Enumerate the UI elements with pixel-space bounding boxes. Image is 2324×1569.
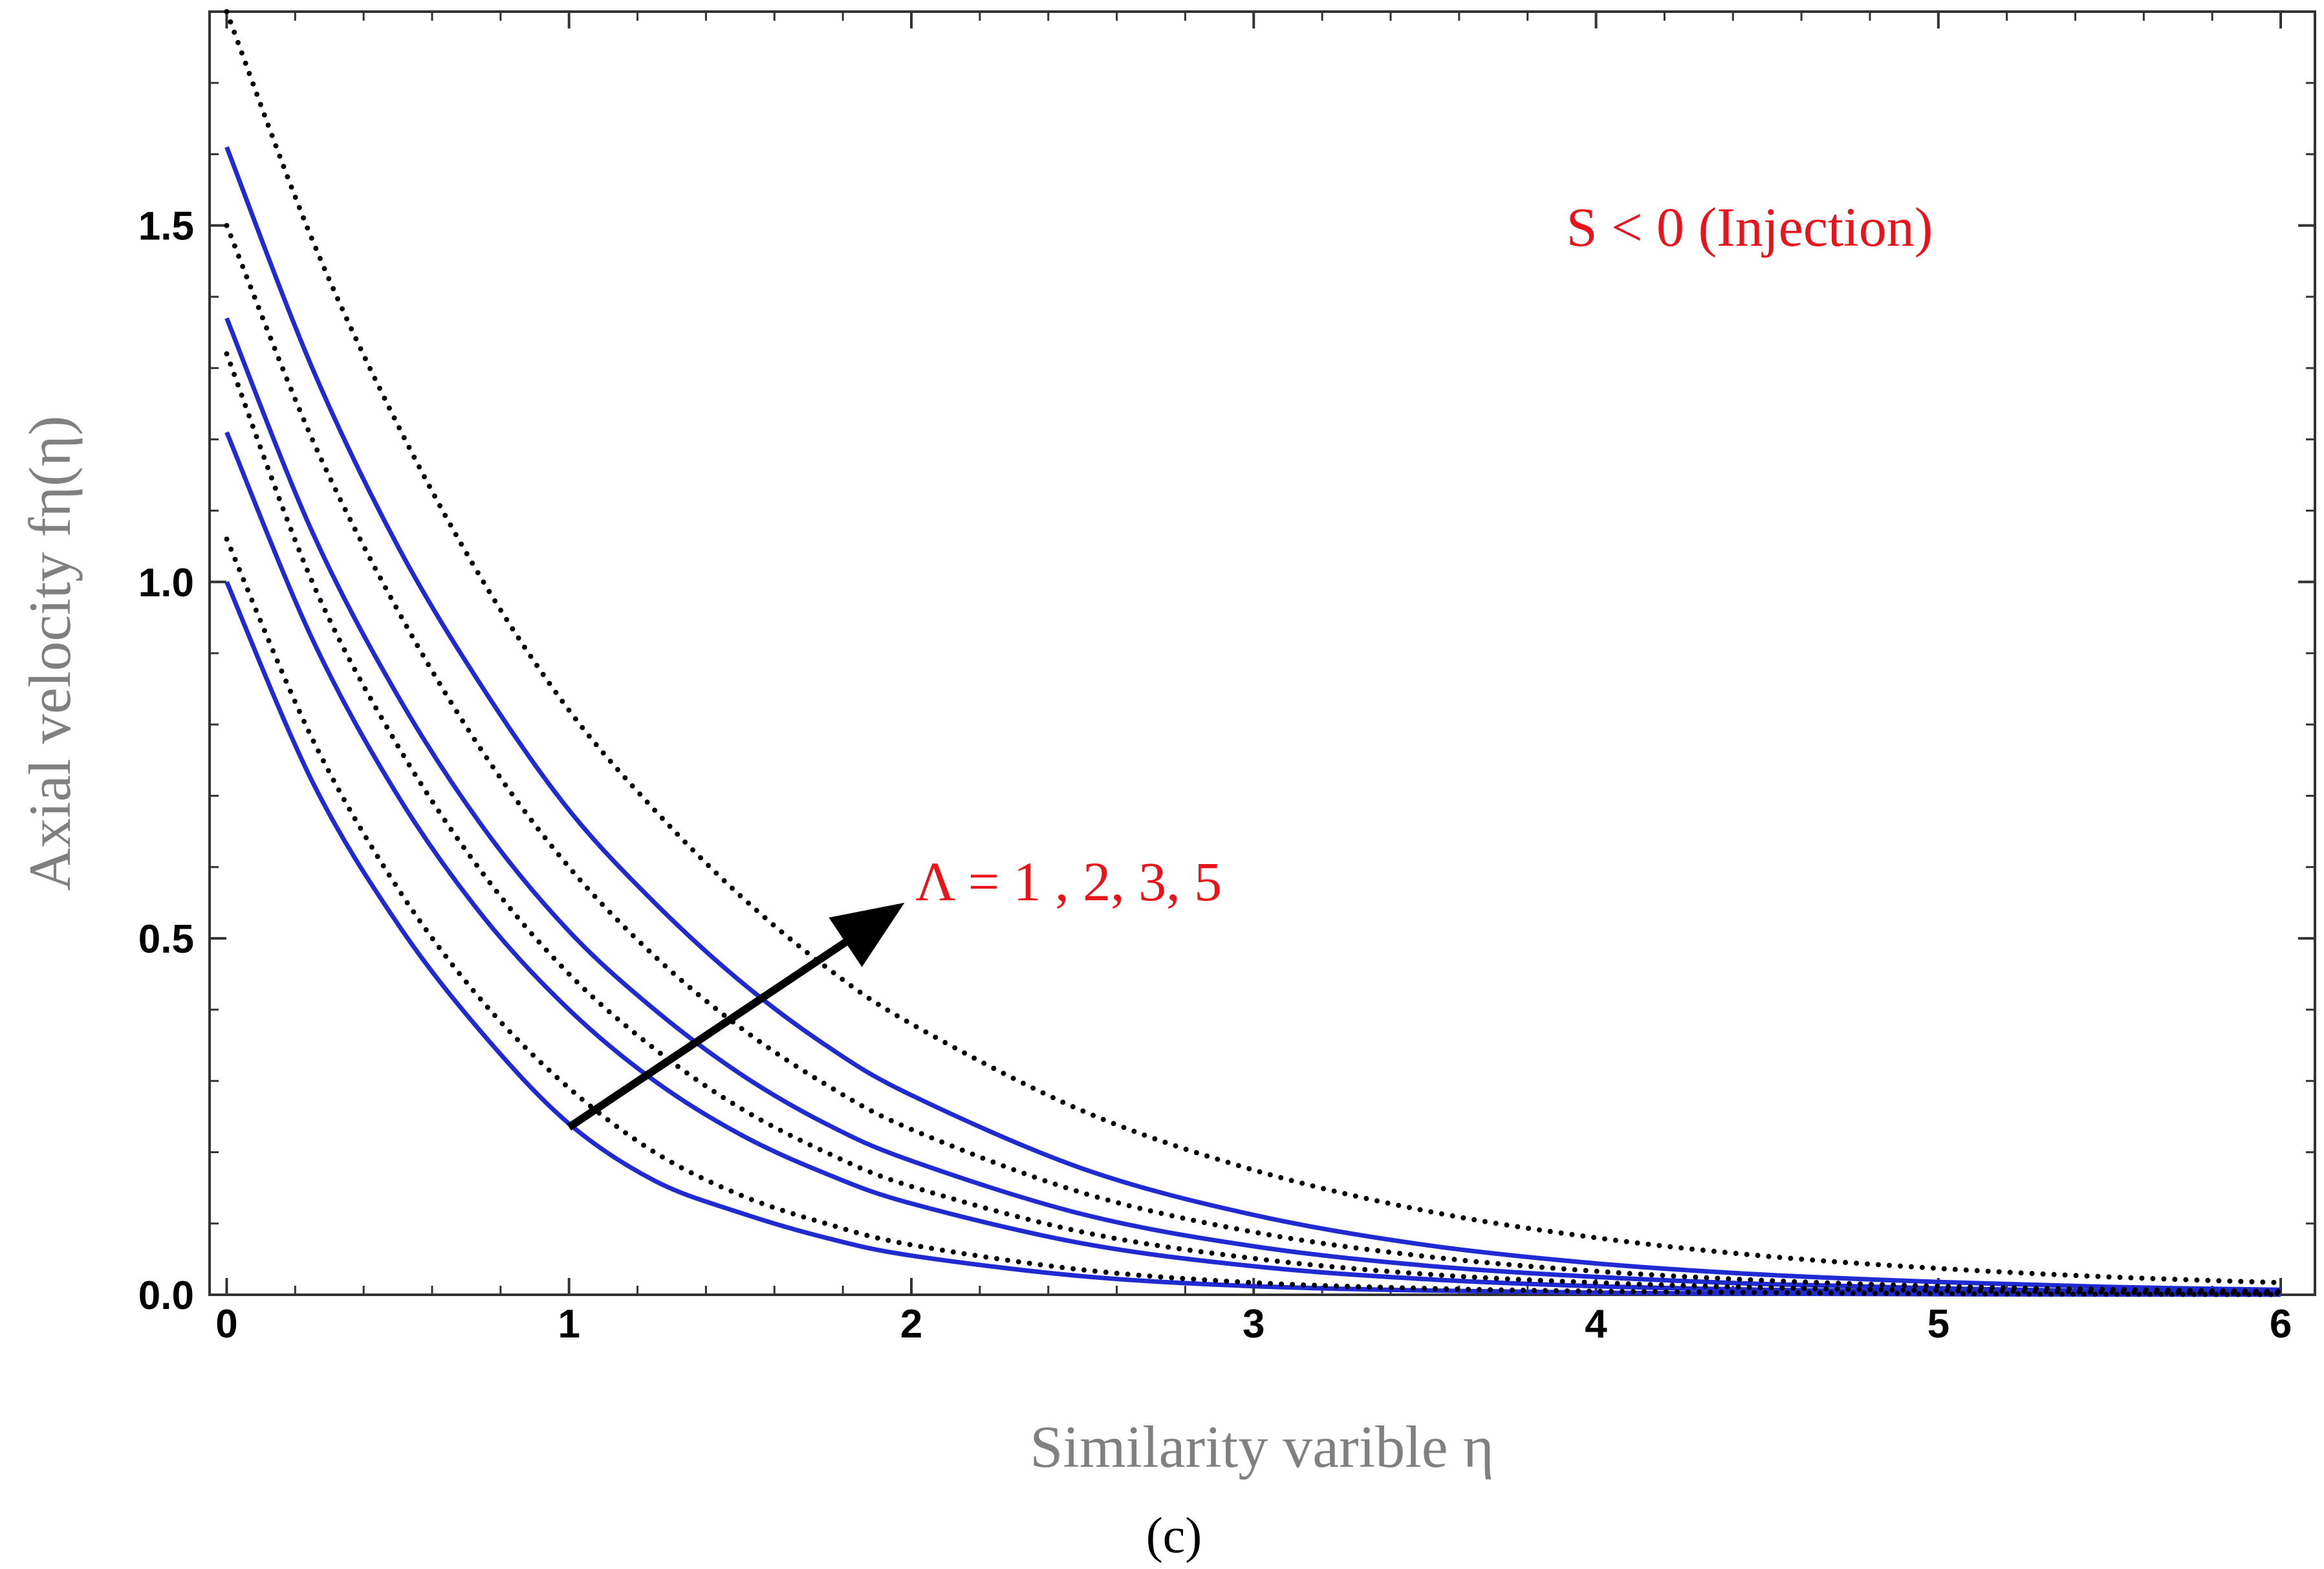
dotted-curve-5: [224, 351, 2284, 1296]
y-tick-label: 0.5: [138, 917, 194, 962]
dotted-curve-7: [224, 9, 2284, 1286]
series-layer: [224, 9, 2284, 1297]
x-tick-label: 0: [215, 1302, 237, 1347]
x-tick-label: 4: [1585, 1302, 1607, 1347]
x-tick-label: 6: [2270, 1302, 2292, 1347]
y-tick-label: 1.0: [138, 561, 194, 605]
solid-curve-2: [224, 317, 2281, 1295]
x-tick-label: 5: [1928, 1302, 1949, 1347]
x-tick-label: 3: [1243, 1302, 1265, 1347]
x-tick-label: 2: [900, 1302, 922, 1347]
x-axis-label: Similarity varible η: [1030, 1414, 1494, 1480]
arrow-head: [829, 902, 905, 968]
y-tick-label: 0.0: [138, 1273, 194, 1318]
solid-curve-0: [224, 581, 2281, 1297]
arrow-shaft: [567, 938, 848, 1131]
arrow-layer: [567, 902, 905, 1131]
axis-ticks: [210, 12, 2315, 1296]
injection-annotation: S < 0 (Injection): [1567, 196, 1933, 258]
figure-caption: (c): [1146, 1507, 1202, 1563]
dotted-curve-6: [224, 222, 2284, 1294]
solid-curve-3: [224, 146, 2281, 1292]
plot-frame: [208, 10, 2316, 1296]
dotted-curve-4: [224, 536, 2284, 1297]
x-tick-label: 1: [558, 1302, 580, 1347]
solid-curve-1: [224, 431, 2281, 1297]
y-axis-label: Axial velocity fη(η): [17, 416, 83, 891]
y-tick-label: 1.5: [138, 204, 194, 249]
lambda-annotation: Λ = 1 , 2, 3, 5: [915, 850, 1222, 913]
tick-labels: 0 1 2 3 4 5 6 0.0 0.5 1.0 1.5: [138, 204, 2292, 1347]
